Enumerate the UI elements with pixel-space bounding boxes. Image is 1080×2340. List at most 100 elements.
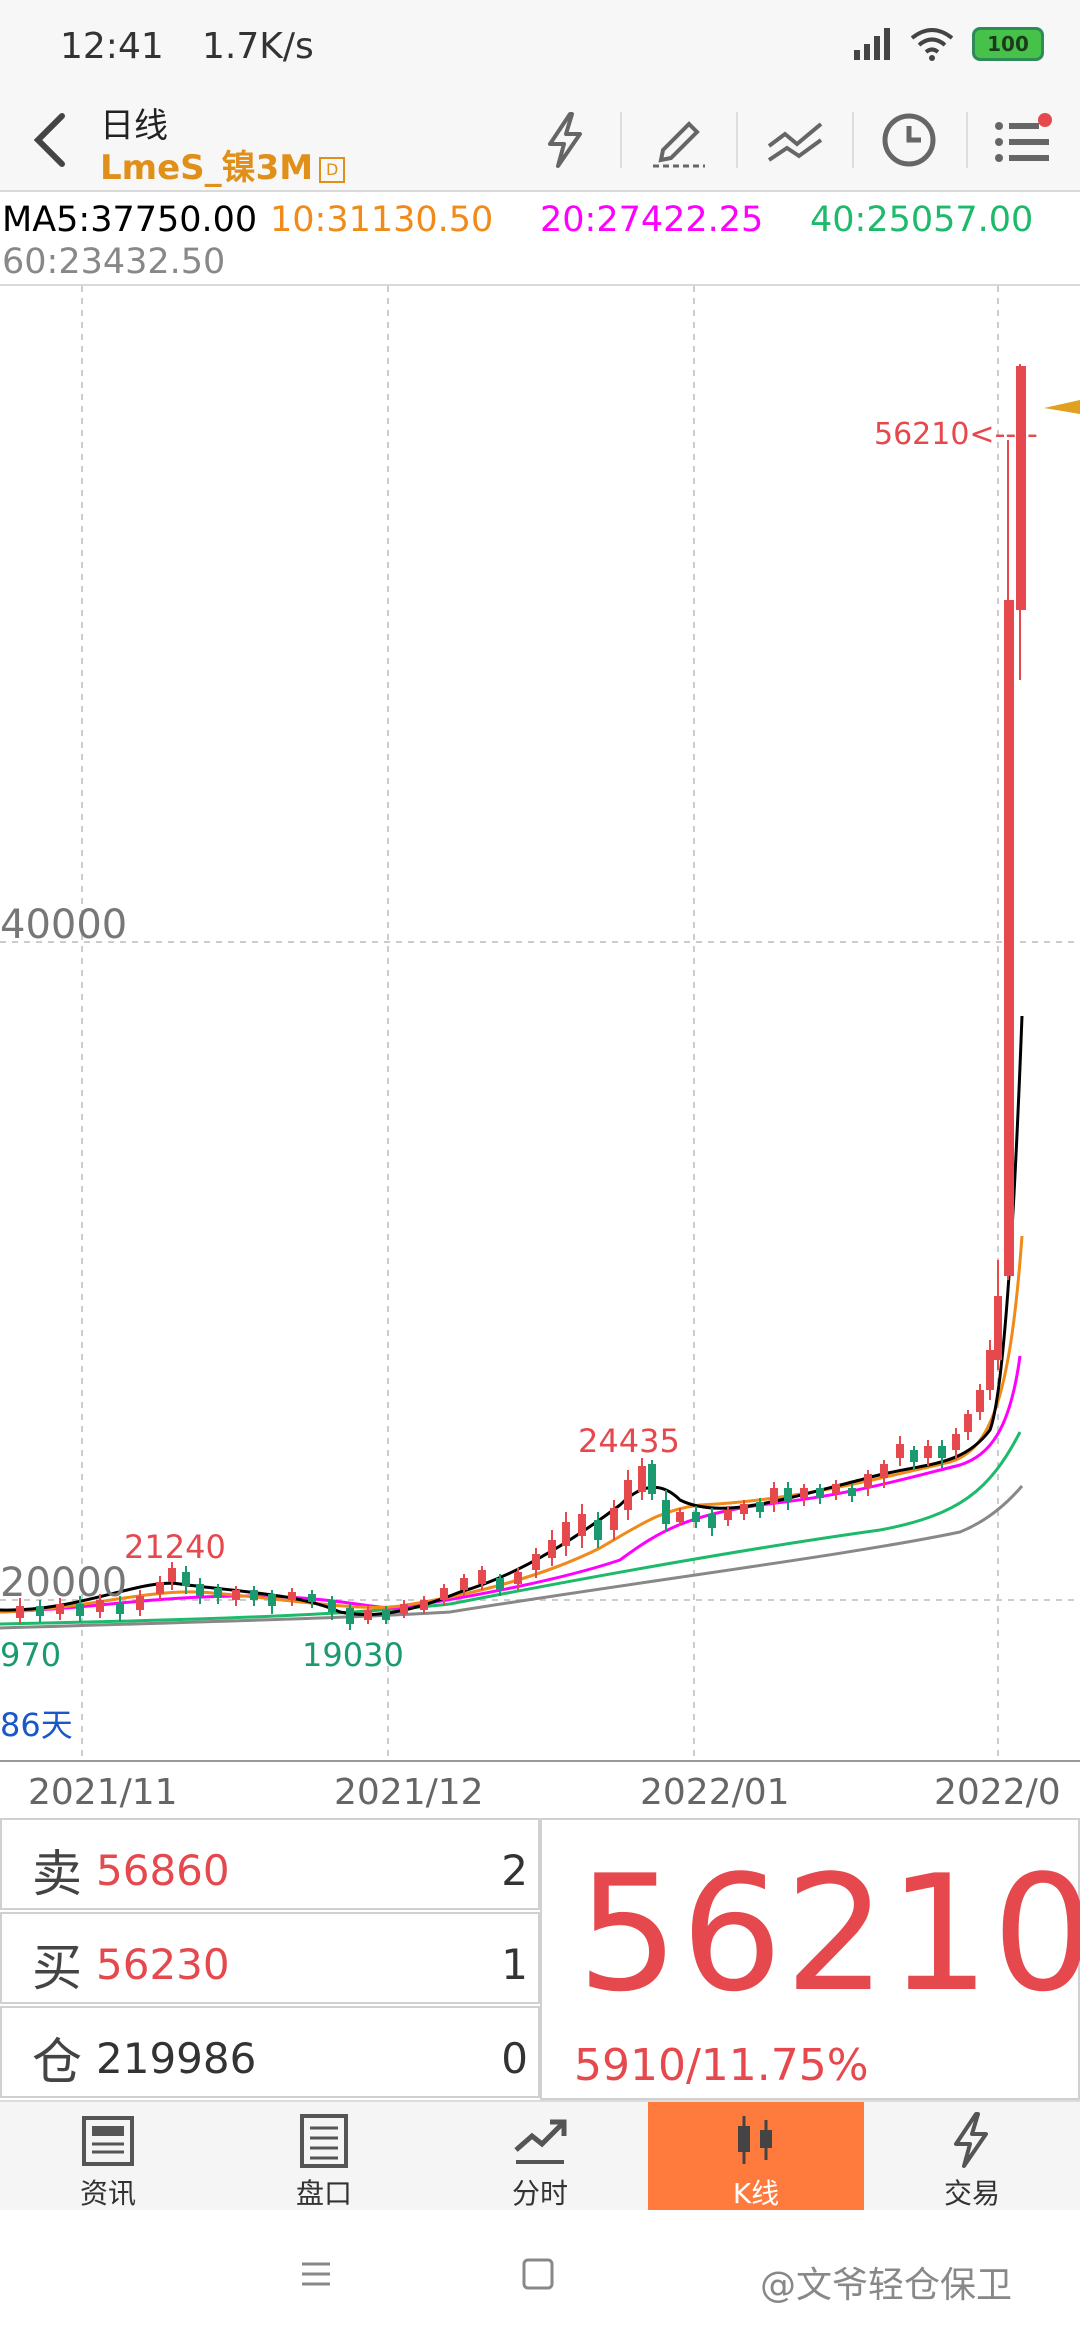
buy-key: 买 (32, 1939, 82, 1997)
toolbar-divider (852, 112, 854, 168)
candle-down (328, 1600, 336, 1612)
candle-down (848, 1488, 856, 1496)
app-header: 日线 LmeS_镍3M D (0, 90, 1080, 192)
x-axis: 2021/11 2021/12 2022/01 2022/0 (0, 1760, 1080, 1818)
open-interest-row: 仓 219986 0 (0, 2006, 540, 2098)
kline-chart[interactable]: 40000 20000 970 86天 56210<---- 21240 190… (0, 286, 1080, 1756)
high-price-label: 56210<---- (874, 417, 1038, 452)
sell-row[interactable]: 卖 56860 2 (0, 1818, 540, 1910)
candle-up (832, 1484, 840, 1494)
candle-up (1016, 366, 1026, 610)
candle-up (864, 1474, 872, 1488)
candle-up (364, 1610, 372, 1620)
candle-up (880, 1464, 888, 1478)
period-button[interactable] (864, 100, 954, 180)
page-title: 日线 (100, 106, 168, 146)
candle-up (624, 1480, 632, 1510)
candle-up (514, 1572, 522, 1584)
candle-down (938, 1446, 946, 1458)
last-price-panel: 56210 5910/11.75% (540, 1818, 1080, 2100)
ma5-value: MA5:37750.00 (2, 200, 258, 240)
local-high-label: 21240 (124, 1528, 226, 1566)
candle-down (308, 1594, 316, 1602)
status-icons: 100 (852, 24, 1044, 64)
ma40-value: 40:25057.00 (810, 200, 1034, 240)
status-bar: 12:41 1.7K/s 100 (0, 0, 1080, 90)
x-axis-label: 2022/0 (934, 1772, 1061, 1813)
back-button[interactable] (20, 100, 80, 180)
contract-name[interactable]: LmeS_镍3M D (100, 140, 346, 189)
local-high-label-2: 24435 (578, 1422, 680, 1460)
nav-trade[interactable]: 交易 (864, 2102, 1080, 2212)
candle-down (648, 1464, 656, 1494)
kline-chart-svg: 40000 20000 970 86天 56210<---- 21240 190… (0, 286, 1080, 1756)
bottom-nav: 资讯 盘口 分时 K线 交易 (0, 2100, 1080, 2212)
signal-icon (854, 28, 890, 60)
candle-down (594, 1520, 602, 1540)
candle-down (250, 1590, 258, 1600)
toolbar-divider (736, 112, 738, 168)
nav-intraday-label: 分时 (511, 2177, 568, 2210)
menu-icon[interactable] (296, 2254, 336, 2294)
candle-up (548, 1540, 556, 1558)
ma10-value: 10:31130.50 (270, 200, 494, 240)
status-time: 12:41 (60, 26, 164, 67)
candle-up (156, 1582, 164, 1594)
candle-up (676, 1512, 684, 1522)
network-speed: 1.7K/s (202, 26, 314, 67)
candle-up (136, 1596, 144, 1610)
candle-down (36, 1606, 44, 1616)
candle-up (800, 1488, 808, 1498)
candle-down (784, 1488, 792, 1502)
candle-up (400, 1604, 408, 1614)
list-grid-icon (300, 2114, 348, 2168)
order-book: 卖 56860 2 买 56230 1 仓 219986 0 (0, 1818, 540, 2100)
candle-down (196, 1584, 204, 1596)
x-axis-label: 2021/12 (334, 1772, 484, 1813)
nav-kline-label: K线 (732, 2177, 780, 2210)
nav-news[interactable]: 资讯 (0, 2102, 216, 2212)
buy-price: 56230 (96, 1940, 230, 1989)
battery-icon: 100 (972, 27, 1044, 61)
candle-down (382, 1610, 390, 1620)
nav-orderbook[interactable]: 盘口 (216, 2102, 432, 2212)
flash-button[interactable] (520, 100, 610, 180)
candle-up (420, 1600, 428, 1610)
candle-up (440, 1588, 448, 1600)
ma40-line (0, 1431, 1022, 1626)
candle-up (56, 1604, 64, 1614)
home-icon[interactable] (518, 2254, 558, 2294)
candle-up (638, 1466, 646, 1492)
candle-up (976, 1390, 984, 1412)
menu-button[interactable] (978, 100, 1068, 180)
candle-up (578, 1514, 586, 1536)
draw-button[interactable] (634, 100, 724, 180)
open-interest-key: 仓 (32, 2033, 82, 2091)
candle-up (532, 1554, 540, 1570)
lightning-icon (548, 112, 582, 168)
low-price-label: 970 (0, 1636, 61, 1674)
candlestick-icon (738, 2116, 772, 2164)
candle-down (496, 1578, 504, 1590)
open-interest-value: 219986 (96, 2034, 257, 2083)
nav-news-label: 资讯 (79, 2177, 136, 2210)
buy-row[interactable]: 买 56230 1 (0, 1912, 540, 2004)
price-change: 5910/11.75% (574, 2040, 869, 2091)
sell-price: 56860 (96, 1846, 230, 1895)
candle-up (1004, 600, 1014, 1276)
candle-down (182, 1572, 190, 1586)
candle-up (610, 1508, 618, 1530)
lightning-icon (954, 2112, 988, 2168)
candle-up (562, 1522, 570, 1546)
candle-up (896, 1444, 904, 1458)
nav-intraday[interactable]: 分时 (432, 2102, 648, 2212)
ma60-line (0, 1485, 1024, 1630)
candles (16, 364, 1026, 1630)
toolbar-divider (966, 112, 968, 168)
x-axis-label: 2021/11 (28, 1772, 178, 1813)
ma20-value: 20:27422.25 (540, 200, 764, 240)
candle-down (268, 1594, 276, 1606)
days-label: 86天 (0, 1706, 73, 1744)
indicator-button[interactable] (750, 100, 840, 180)
nav-kline[interactable]: K线 (648, 2102, 864, 2212)
